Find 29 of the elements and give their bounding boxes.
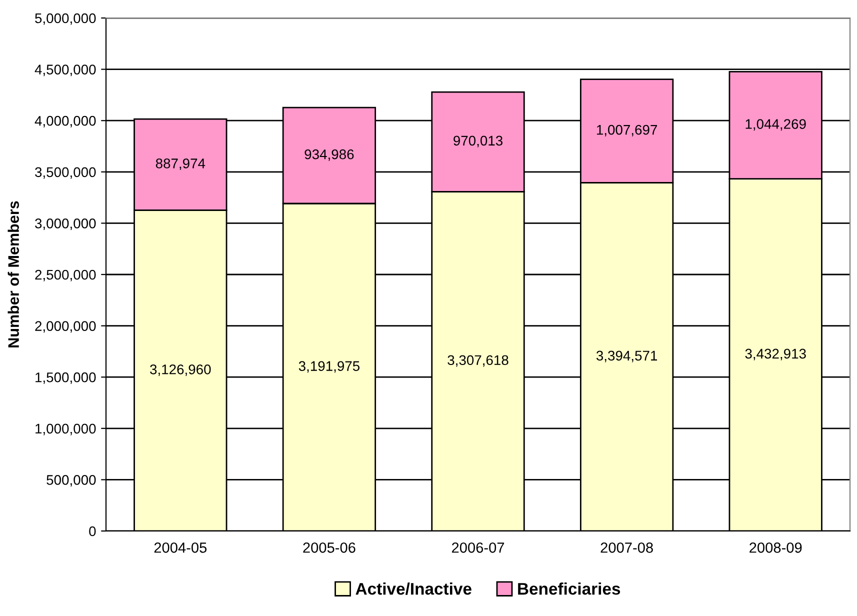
legend-label: Active/Inactive: [356, 582, 472, 595]
y-tick-label: 2,000,000: [35, 321, 96, 333]
y-tick-label: 1,000,000: [36, 424, 96, 436]
y-tick-label: 3,500,000: [35, 167, 96, 179]
data-label: 3,432,913: [745, 348, 806, 360]
y-tick-label: 2,500,000: [35, 270, 96, 282]
y-tick-label: 3,000,000: [35, 218, 96, 230]
data-label: 3,394,571: [596, 350, 658, 362]
x-tick-label: 2005-06: [303, 542, 356, 553]
y-tick-label: 4,000,000: [34, 116, 96, 128]
x-tick-label: 2008-09: [750, 542, 802, 553]
y-tick-label: 0: [89, 526, 96, 536]
x-tick-label: 2007-08: [600, 542, 653, 553]
y-tick-label: 1,500,000: [36, 372, 96, 384]
x-tick-label: 2004-05: [154, 542, 207, 553]
data-label: 1,044,269: [746, 119, 806, 131]
y-tick-label: 4,500,000: [34, 64, 96, 76]
x-tick-label: 2006-07: [452, 542, 504, 553]
y-axis-title: Number of Members: [8, 201, 19, 348]
data-label: 970,013: [454, 136, 502, 148]
data-label: 3,307,618: [448, 355, 508, 367]
y-tick-label: 5,000,000: [35, 13, 96, 25]
y-tick-label: 500,000: [46, 475, 96, 487]
data-label: 887,974: [156, 158, 206, 170]
legend-label: Beneficiaries: [518, 582, 620, 595]
data-label: 3,191,975: [298, 361, 360, 373]
data-label: 934,986: [304, 149, 354, 161]
data-label: 1,007,697: [596, 124, 657, 136]
data-label: 3,126,960: [150, 364, 211, 376]
